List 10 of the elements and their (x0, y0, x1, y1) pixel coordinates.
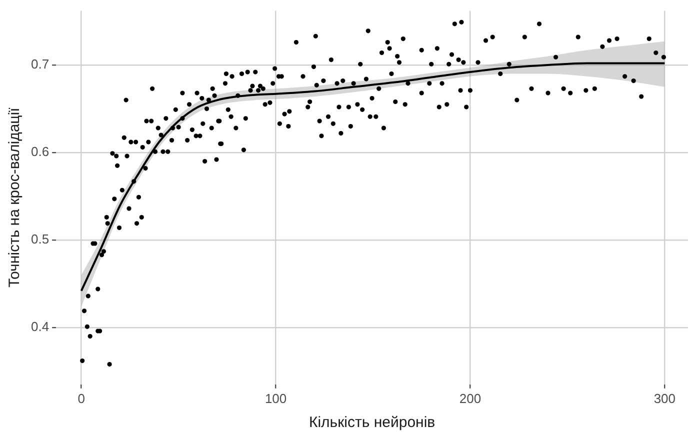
y-tick-label: 0.4 (30, 319, 50, 334)
y-tick-label: 0.5 (30, 232, 50, 247)
x-tick-label: 0 (78, 390, 85, 406)
y-axis-title: Точність на крос-валідації (6, 106, 24, 288)
y-tick-label: 0.6 (30, 144, 50, 160)
x-tick-label: 100 (264, 390, 287, 406)
x-axis-title: Кількість нейронів (308, 414, 436, 432)
y-tick-label: 0.7 (30, 56, 50, 72)
x-tick-label: 200 (459, 390, 482, 406)
x-tick-label: 300 (654, 390, 676, 406)
